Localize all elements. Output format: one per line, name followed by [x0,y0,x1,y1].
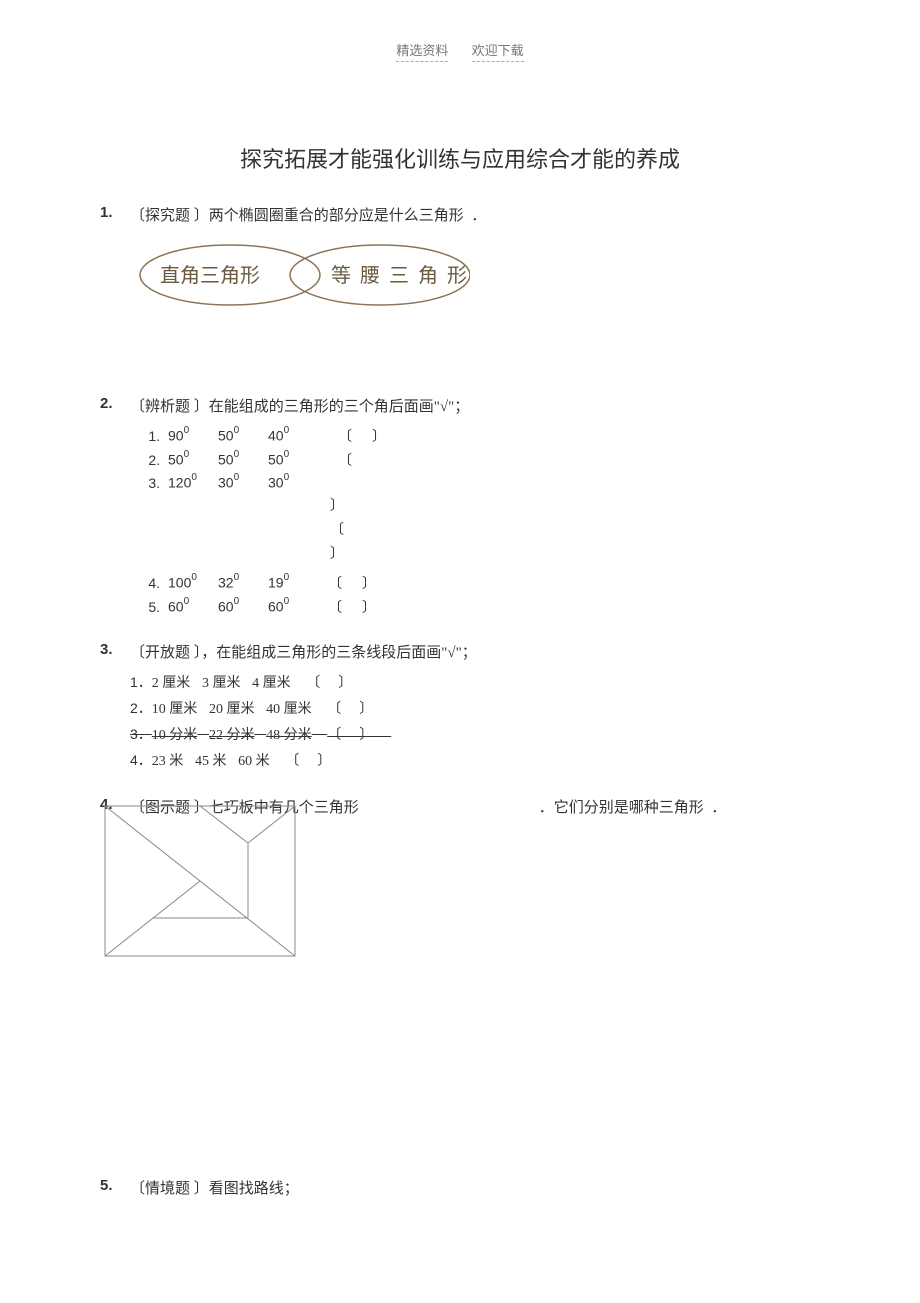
tangram-diagram [100,801,300,961]
q2-r4-n: 4. [130,575,168,591]
q2-row-3: 3. 1200 300 300 [130,474,820,491]
q3-row-1: 1．2 厘米 3 厘米 4 厘米 〔〕 [130,672,820,692]
page-header: 精选资料 欢迎下载 [100,40,820,62]
q3-body: 〔开放题 〕，在能组成三角形的三条线段后面画"√"； 1．2 厘米 3 厘米 4… [130,641,820,776]
page-title: 探究拓展才能强化训练与应用综合才能的养成 [100,142,820,174]
q2-text: 〔辨析题 〕在能组成的三角形的三个角后面画"√"； [130,395,820,416]
question-4: 4. 〔图示题 〕七巧板中有几个三角形 ．它们分别是哪种三角形 ． [100,796,820,977]
venn-right-label: 等 腰 三 角 形 [331,264,469,287]
q2-r2-bracket: 〔 [338,450,372,470]
q2-r2-b: 500 [218,451,268,468]
q3-row-4: 4．23 米 45 米 60 米 〔〕 [130,750,820,770]
q3-row-3: 3．10 分米 22 分米 48 分米 〔〕 [130,724,820,744]
q3-punct: ； [462,645,477,661]
q1-text: 〔探究题 〕两个椭圆圈重合的部分应是什么三角形 ． [130,204,820,225]
q2-row-5: 5. 600 600 600 〔〕 [130,597,820,617]
q2-options: 1. 900 500 400 〔〕 2. 500 500 500 〔 3. 12… [130,426,820,617]
q5-body: 〔情境题 〕看图找路线； [130,1177,820,1198]
venn-diagram: 直角三角形 等 腰 三 角 形 [130,235,470,315]
q4-body: 〔图示题 〕七巧板中有几个三角形 ．它们分别是哪种三角形 ． [130,796,820,977]
q2-r5-a: 600 [168,598,218,615]
q3-row-2: 2．10 厘米 20 厘米 40 厘米 〔〕 [130,698,820,718]
q5-number: 5. [100,1177,130,1194]
q1-question: 两个椭圆圈重合的部分应是什么三角形 [209,208,464,224]
q2-r3-a: 1200 [168,474,218,491]
q5-text: 看图找路线； [209,1181,299,1197]
q2-r2-c: 500 [268,451,318,468]
q5-tag: 〔情境题 〕 [130,1181,209,1197]
q1-punct: ． [471,208,486,224]
q3-text: 〔开放题 〕，在能组成三角形的三条线段后面画"√"； [130,641,820,662]
q2-r1-bracket: 〔〕 [338,426,406,446]
q2-row-4: 4. 1000 320 190 〔〕 [130,573,820,593]
q2-r5-b: 600 [218,598,268,615]
q2-r1-c: 400 [268,427,318,444]
q2-body: 〔辨析题 〕在能组成的三角形的三个角后面画"√"； 1. 900 500 400… [130,395,820,621]
question-2: 2. 〔辨析题 〕在能组成的三角形的三个角后面画"√"； 1. 900 500 … [100,395,820,621]
q2-r5-bracket: 〔〕 [328,597,396,617]
q2-r4-bracket: 〔〕 [328,573,396,593]
q1-tag: 〔探究题 〕 [130,208,209,224]
q1-number: 1. [100,204,130,221]
header-left: 精选资料 [396,40,448,62]
question-5: 5. 〔情境题 〕看图找路线； [100,1177,820,1198]
q2-r1-b: 500 [218,427,268,444]
q2-row-1: 1. 900 500 400 〔〕 [130,426,820,446]
q2-r5-c: 600 [268,598,318,615]
q2-r5-n: 5. [130,599,168,615]
q2-bracket-close-2: 〕 [330,495,820,515]
q2-bracket-close-3: 〕 [330,543,820,563]
q2-tag: 〔辨析题 〕 [130,399,209,415]
q1-body: 〔探究题 〕两个椭圆圈重合的部分应是什么三角形 ． 直角三角形 等 腰 三 角 … [130,204,820,375]
q2-bracket-open-3: 〔 [330,519,820,539]
q2-r3-n: 3. [130,475,168,491]
q2-r1-a: 900 [168,427,218,444]
question-3: 3. 〔开放题 〕，在能组成三角形的三条线段后面画"√"； 1．2 厘米 3 厘… [100,641,820,776]
q3-number: 3. [100,641,130,658]
q2-r1-n: 1. [130,428,168,444]
q2-punct: ； [454,399,469,415]
q4-text2: ．它们分别是哪种三角形 [539,796,704,817]
q2-r4-b: 320 [218,574,268,591]
question-1: 1. 〔探究题 〕两个椭圆圈重合的部分应是什么三角形 ． 直角三角形 等 腰 三… [100,204,820,375]
q2-r4-a: 1000 [168,574,218,591]
q3-tag: 〔开放题 〕， [130,645,216,661]
q3-question: 在能组成三角形的三条线段后面画"√" [216,645,461,661]
q2-r2-a: 500 [168,451,218,468]
venn-left-label: 直角三角形 [160,264,260,287]
q4-punct: ． [711,796,726,817]
q2-r2-n: 2. [130,452,168,468]
q2-row-2: 2. 500 500 500 〔 [130,450,820,470]
q3-options: 1．2 厘米 3 厘米 4 厘米 〔〕 2．10 厘米 20 厘米 40 厘米 〔… [130,672,820,770]
q2-question: 在能组成的三角形的三个角后面画"√" [209,399,454,415]
q2-number: 2. [100,395,130,412]
header-right: 欢迎下载 [472,40,524,62]
q2-r3-b: 300 [218,474,268,491]
q2-r4-c: 190 [268,574,318,591]
q2-r3-c: 300 [268,474,318,491]
